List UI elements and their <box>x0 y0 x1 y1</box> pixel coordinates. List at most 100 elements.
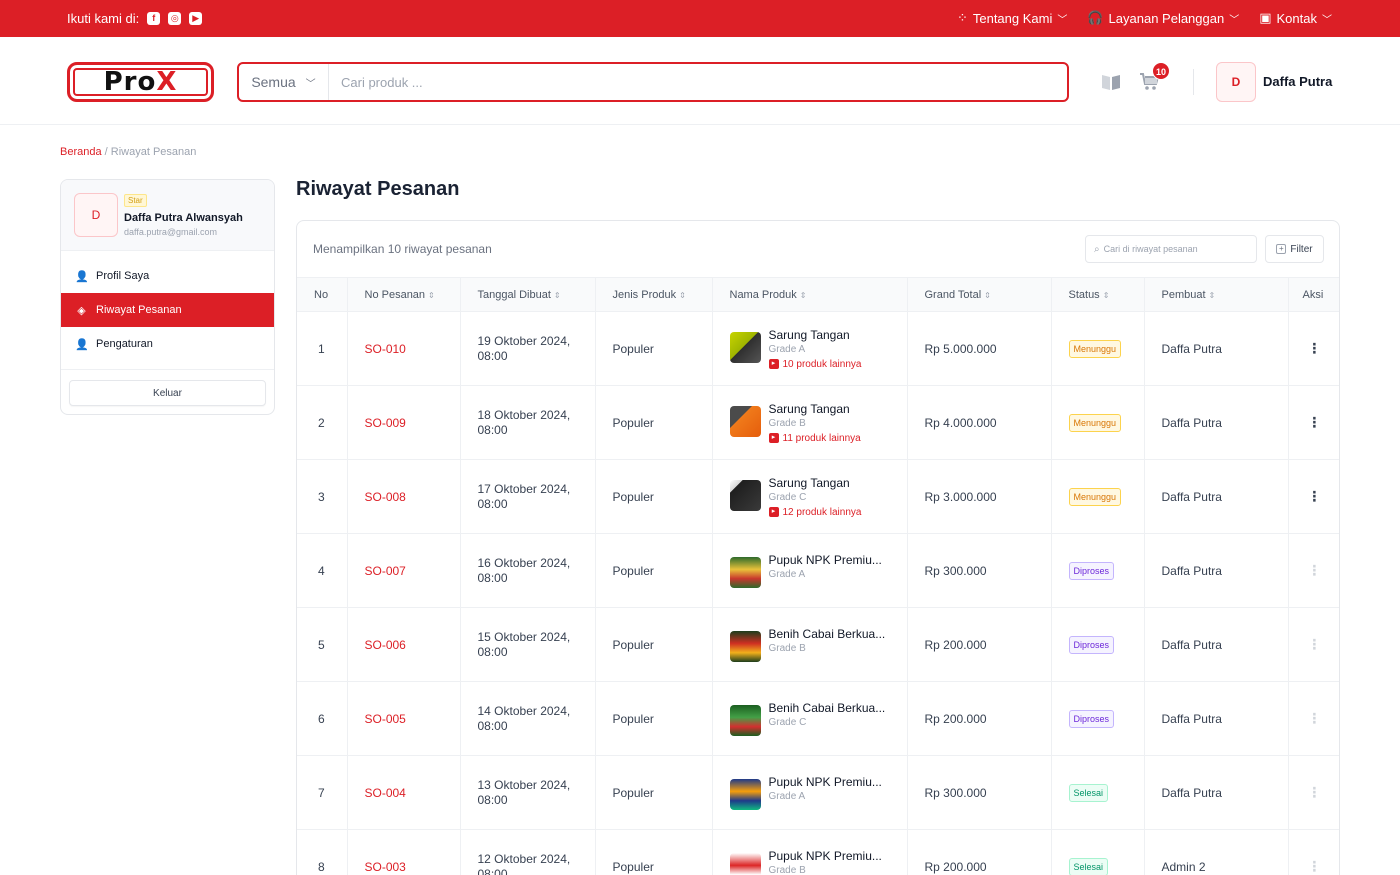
product-thumbnail <box>729 331 761 363</box>
col-status[interactable]: Status ⇕ <box>1050 277 1144 312</box>
breadcrumb: Beranda / Riwayat Pesanan <box>60 146 196 158</box>
sort-icon: ⇕ <box>679 290 686 300</box>
status-cell: Menunggu <box>1050 311 1144 386</box>
user-name[interactable]: Daffa Putra <box>1263 74 1333 89</box>
product-name: Pupuk NPK Premiu... <box>768 775 882 789</box>
people-icon: ⁘ <box>956 10 968 25</box>
product-name: Benih Cabai Berkua... <box>768 701 886 715</box>
col-action: Aksi <box>1287 277 1339 312</box>
more-actions-icon[interactable]: ⋮ <box>1287 829 1339 875</box>
table-row[interactable]: 3 SO-008 17 Oktober 2024, 08:00 Populer S… <box>297 459 1339 534</box>
col-product-type[interactable]: Jenis Produk ⇕ <box>594 277 712 312</box>
more-actions-icon[interactable]: ⋮ <box>1287 607 1339 682</box>
cart-count-badge: 10 <box>1152 62 1170 80</box>
table-row[interactable]: 6 SO-005 14 Oktober 2024, 08:00 Populer B… <box>297 681 1339 756</box>
more-products-link[interactable]: ▸ 11 produk lainnya <box>768 433 899 444</box>
instagram-icon[interactable]: ◎ <box>168 12 182 25</box>
product-type: Populer <box>594 607 712 682</box>
product-grade: Grade A <box>768 791 806 802</box>
product-thumbnail <box>729 405 761 437</box>
catalog-icon[interactable] <box>1099 70 1123 94</box>
social-follow: Ikuti kami di: f ◎ ▶ <box>67 11 203 26</box>
col-order-no[interactable]: No Pesanan ⇕ <box>346 277 460 312</box>
header: ProX Semua ﹀ 10 D Daffa Putra <box>0 37 1400 125</box>
order-number-link[interactable]: SO-007 <box>346 533 460 608</box>
col-created-date[interactable]: Tanggal Dibuat ⇕ <box>459 277 595 312</box>
order-number-link[interactable]: SO-008 <box>346 459 460 534</box>
product-grade: Grade A <box>768 569 806 580</box>
result-summary: Menampilkan 10 riwayat pesanan <box>313 242 492 256</box>
nav-contact[interactable]: ▣ Kontak ﹀ <box>1259 10 1332 26</box>
more-actions-icon[interactable]: ⋮ <box>1287 533 1339 608</box>
table-row[interactable]: 7 SO-004 13 Oktober 2024, 08:00 Populer P… <box>297 755 1339 830</box>
order-number-link[interactable]: SO-005 <box>346 681 460 756</box>
sidebar-item-order-history[interactable]: ◈ Riwayat Pesanan <box>61 293 274 327</box>
grand-total: Rp 300.000 <box>906 533 1051 608</box>
col-grand-total[interactable]: Grand Total ⇕ <box>906 277 1051 312</box>
more-actions-icon[interactable]: ⋮ <box>1287 385 1339 460</box>
order-number-link[interactable]: SO-006 <box>346 607 460 682</box>
product-type: Populer <box>594 829 712 875</box>
breadcrumb-home[interactable]: Beranda <box>60 146 102 158</box>
product-cell: Benih Cabai Berkua... Grade B <box>711 607 907 682</box>
product-type: Populer <box>594 459 712 534</box>
table-row[interactable]: 1 SO-010 19 Oktober 2024, 08:00 Populer S… <box>297 311 1339 386</box>
product-grade: Grade C <box>768 491 807 503</box>
order-number-link[interactable]: SO-004 <box>346 755 460 830</box>
user-icon: 👤 <box>75 270 89 283</box>
product-name: Benih Cabai Berkua... <box>768 627 886 641</box>
product-cell: Sarung Tangan Grade C ▸ 12 produk lainnya <box>711 459 907 534</box>
breadcrumb-separator: / <box>104 146 108 158</box>
divider <box>61 369 274 370</box>
status-badge: Diproses <box>1068 709 1115 728</box>
chevron-down-icon: ﹀ <box>1057 14 1068 26</box>
breadcrumb-current: Riwayat Pesanan <box>110 146 197 158</box>
more-actions-icon[interactable]: ⋮ <box>1287 681 1339 756</box>
sidebar-item-profile[interactable]: 👤 Profil Saya <box>61 259 274 293</box>
more-actions-icon[interactable]: ⋮ <box>1287 459 1339 534</box>
table-row[interactable]: 4 SO-007 16 Oktober 2024, 08:00 Populer P… <box>297 533 1339 608</box>
facebook-icon[interactable]: f <box>147 12 161 25</box>
created-date: 17 Oktober 2024, 08:00 <box>459 459 595 534</box>
logo[interactable]: ProX <box>67 62 214 102</box>
nav-about-label: Tentang Kami <box>972 10 1053 26</box>
nav-customer-service[interactable]: 🎧 Layanan Pelanggan ﹀ <box>1087 10 1239 26</box>
order-number-link[interactable]: SO-010 <box>346 311 460 386</box>
product-cell: Pupuk NPK Premiu... Grade B <box>711 829 907 875</box>
creator: Daffa Putra <box>1143 311 1288 386</box>
product-cell: Benih Cabai Berkua... Grade C <box>711 681 907 756</box>
status-badge: Diproses <box>1068 561 1115 580</box>
product-thumbnail <box>729 779 761 810</box>
avatar[interactable]: D <box>1216 62 1256 102</box>
more-products-link[interactable]: ▸ 10 produk lainnya <box>768 359 899 370</box>
filter-button[interactable]: + Filter <box>1265 235 1324 263</box>
search-category-select[interactable]: Semua ﹀ <box>239 64 329 100</box>
logo-x: X <box>156 67 178 97</box>
col-no: No <box>297 277 347 312</box>
product-cell: Pupuk NPK Premiu... Grade A <box>711 755 907 830</box>
nav-about[interactable]: ⁘ Tentang Kami ﹀ <box>957 10 1067 26</box>
order-number-link[interactable]: SO-009 <box>346 385 460 460</box>
row-number: 8 <box>297 829 347 875</box>
more-actions-icon[interactable]: ⋮ <box>1287 755 1339 830</box>
col-creator[interactable]: Pembuat ⇕ <box>1143 277 1288 312</box>
table-row[interactable]: 5 SO-006 15 Oktober 2024, 08:00 Populer B… <box>297 607 1339 682</box>
more-actions-icon[interactable]: ⋮ <box>1287 311 1339 386</box>
logout-button[interactable]: Keluar <box>69 380 266 406</box>
creator: Daffa Putra <box>1143 533 1288 608</box>
sidebar-item-label: Riwayat Pesanan <box>96 304 182 316</box>
table-row[interactable]: 8 SO-003 12 Oktober 2024, 08:00 Populer P… <box>297 829 1339 875</box>
order-search-input[interactable] <box>1103 244 1244 254</box>
profile-name: Daffa Putra Alwansyah <box>124 212 243 224</box>
youtube-icon[interactable]: ▶ <box>189 12 203 25</box>
table-row[interactable]: 2 SO-009 18 Oktober 2024, 08:00 Populer S… <box>297 385 1339 460</box>
col-product-name[interactable]: Nama Produk ⇕ <box>711 277 907 312</box>
grand-total: Rp 200.000 <box>906 681 1051 756</box>
more-products-link[interactable]: ▸ 12 produk lainnya <box>768 507 899 518</box>
sidebar-item-label: Profil Saya <box>96 270 150 282</box>
nav-customer-service-label: Layanan Pelanggan <box>1108 10 1225 26</box>
sidebar-item-settings[interactable]: 👤 Pengaturan <box>61 327 274 361</box>
top-nav: ⁘ Tentang Kami ﹀ 🎧 Layanan Pelanggan ﹀ ▣… <box>957 10 1332 26</box>
search-input[interactable] <box>329 64 1067 100</box>
order-number-link[interactable]: SO-003 <box>346 829 460 875</box>
